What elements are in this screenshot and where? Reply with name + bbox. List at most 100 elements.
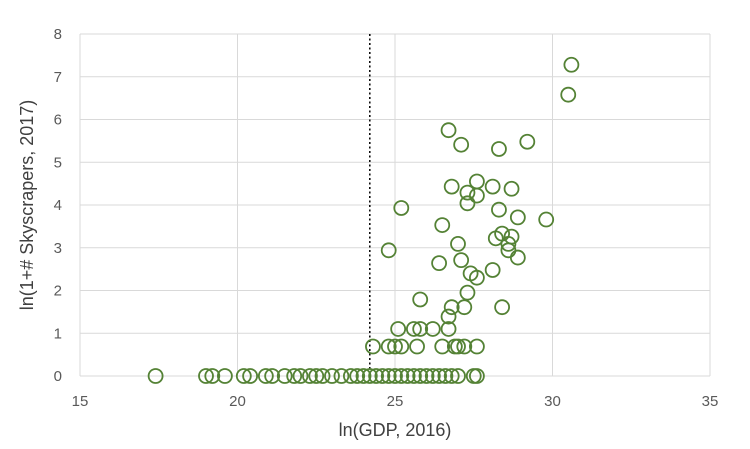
scatter-point bbox=[468, 187, 485, 204]
scatter-point bbox=[468, 338, 485, 355]
scatter-point bbox=[563, 56, 580, 73]
scatter-point bbox=[216, 368, 233, 384]
data-points bbox=[147, 56, 580, 384]
scatter-point bbox=[459, 195, 476, 212]
y-tick-label: 7 bbox=[54, 69, 62, 86]
scatter-point bbox=[434, 217, 451, 233]
scatter-point bbox=[257, 368, 274, 384]
y-tick-label: 0 bbox=[54, 368, 62, 385]
scatter-point bbox=[349, 368, 366, 384]
scatter-point bbox=[462, 265, 479, 282]
scatter-point bbox=[235, 368, 252, 384]
scatter-point bbox=[456, 299, 473, 316]
x-tick-label: 15 bbox=[72, 393, 89, 410]
scatter-point bbox=[242, 368, 259, 384]
x-tick-label: 35 bbox=[702, 393, 719, 410]
y-tick-label: 1 bbox=[54, 325, 62, 342]
scatter-point bbox=[308, 368, 325, 384]
scatter-point bbox=[443, 299, 460, 316]
scatter-point bbox=[431, 368, 448, 384]
scatter-point bbox=[443, 368, 460, 384]
scatter-point bbox=[286, 368, 303, 384]
scatter-point bbox=[459, 284, 476, 301]
scatter-point bbox=[355, 368, 372, 384]
scatter-point bbox=[437, 368, 454, 384]
scatter-point bbox=[393, 368, 410, 384]
scatter-point bbox=[393, 200, 410, 216]
scatter-point bbox=[333, 368, 350, 384]
scatter-point bbox=[434, 338, 451, 355]
scatter-point bbox=[147, 368, 164, 384]
scatter-point bbox=[560, 86, 577, 103]
y-tick-label: 6 bbox=[54, 112, 62, 129]
scatter-point bbox=[380, 338, 397, 355]
scatter-point bbox=[374, 368, 391, 384]
scatter-point bbox=[412, 368, 429, 384]
scatter-point bbox=[468, 173, 485, 190]
scatter-point bbox=[443, 178, 460, 195]
scatter-point bbox=[399, 368, 416, 384]
x-tick-label: 20 bbox=[229, 393, 246, 410]
scatter-point bbox=[314, 368, 331, 384]
scatter-point bbox=[264, 368, 281, 384]
scatter-point bbox=[494, 299, 511, 316]
scatter-point bbox=[390, 321, 407, 337]
y-tick-label: 2 bbox=[54, 283, 62, 300]
x-tick-label: 30 bbox=[544, 393, 561, 410]
scatter-point bbox=[484, 262, 501, 278]
scatter-point bbox=[538, 211, 555, 228]
scatter-point bbox=[456, 338, 473, 355]
y-tick-label: 4 bbox=[54, 197, 62, 214]
scatter-point bbox=[519, 133, 536, 150]
y-tick-label: 8 bbox=[54, 26, 62, 43]
scatter-point bbox=[503, 228, 520, 245]
scatter-point bbox=[302, 368, 318, 384]
scatter-point bbox=[204, 368, 221, 384]
scatter-point bbox=[424, 368, 441, 384]
scatter-point bbox=[509, 249, 526, 266]
scatter-point bbox=[440, 308, 457, 325]
y-axis-title: ln(1+# Skyscrapers, 2017) bbox=[17, 100, 37, 311]
x-tick-label: 25 bbox=[387, 393, 404, 410]
scatter-point bbox=[405, 368, 422, 384]
scatter-point bbox=[276, 368, 293, 384]
scatter-point bbox=[412, 321, 429, 337]
scatter-point bbox=[509, 209, 526, 226]
scatter-point bbox=[459, 184, 476, 201]
scatter-point bbox=[453, 252, 470, 269]
scatter-point bbox=[450, 338, 466, 355]
x-axis-ticks: 15 20 25 30 35 bbox=[72, 393, 719, 410]
scatter-point bbox=[292, 368, 309, 384]
scatter-point bbox=[431, 255, 448, 272]
scatter-point bbox=[491, 201, 507, 218]
scatter-point bbox=[387, 368, 403, 384]
y-tick-label: 3 bbox=[54, 240, 62, 257]
scatter-point bbox=[387, 338, 403, 355]
scatter-point bbox=[440, 122, 457, 139]
scatter-point bbox=[368, 368, 385, 384]
scatter-point bbox=[424, 321, 441, 337]
scatter-point bbox=[361, 368, 378, 384]
scatter-point bbox=[453, 136, 470, 153]
scatter-point bbox=[412, 291, 429, 308]
scatter-point bbox=[380, 368, 397, 384]
scatter-point bbox=[440, 321, 457, 337]
scatter-point bbox=[324, 368, 340, 384]
scatter-point bbox=[409, 338, 425, 355]
scatter-point bbox=[468, 368, 485, 384]
scatter-point bbox=[342, 368, 359, 384]
scatter-point bbox=[494, 225, 511, 242]
scatter-point bbox=[393, 338, 410, 355]
y-tick-label: 5 bbox=[54, 154, 62, 171]
scatter-point bbox=[450, 368, 466, 384]
scatter-point bbox=[484, 178, 501, 195]
x-axis-title: ln(GDP, 2016) bbox=[339, 420, 452, 440]
scatter-point bbox=[405, 321, 422, 337]
scatter-point bbox=[418, 368, 435, 384]
scatter-point bbox=[491, 141, 507, 157]
scatter-point bbox=[380, 242, 397, 259]
scatter-point bbox=[198, 368, 214, 384]
scatter-point bbox=[450, 236, 466, 252]
y-axis-ticks: 0 1 2 3 4 5 6 7 8 bbox=[54, 26, 62, 385]
scatter-point bbox=[503, 180, 520, 197]
